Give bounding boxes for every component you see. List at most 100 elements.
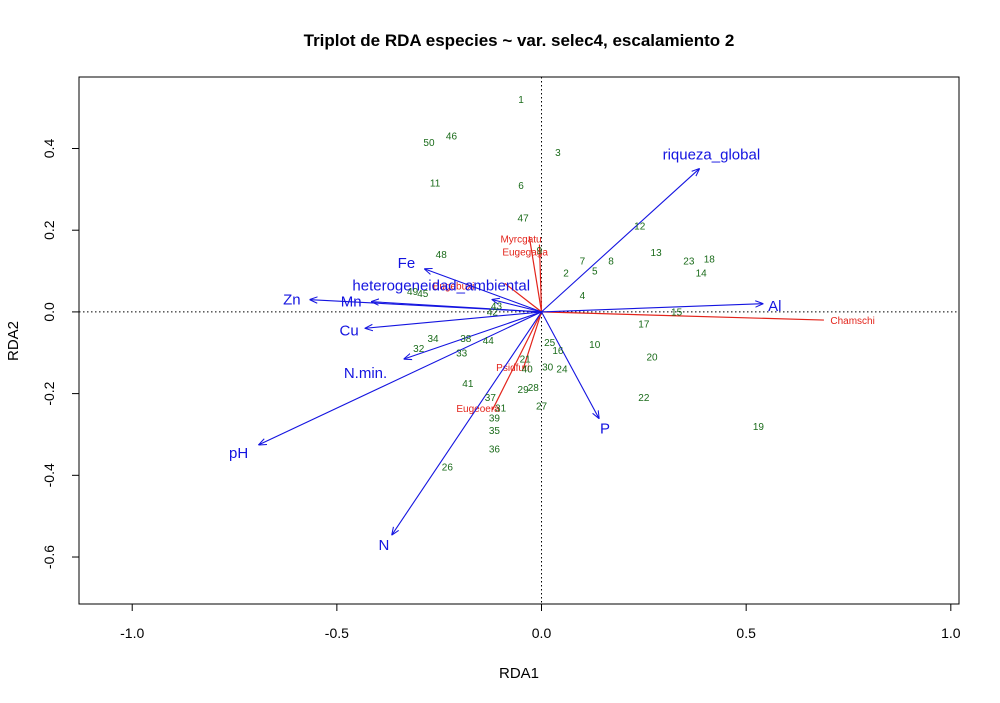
reference-lines [79,77,959,604]
y-tick-label: 0.4 [41,139,57,159]
species-label: Myrcgatu [500,234,541,245]
site-point: 34 [427,334,439,345]
environment-vector [372,302,542,313]
environment-label: Mn [341,294,362,311]
site-point: 11 [430,179,441,190]
site-point: 41 [462,379,474,390]
site-point: 44 [483,336,495,347]
x-axis-label: RDA1 [499,665,539,682]
environment-vector [425,269,542,313]
site-point: 43 [491,301,503,312]
site-point: 22 [638,393,650,404]
environment-vector [541,311,599,418]
environment-vector [492,300,542,313]
species-vector [504,282,542,313]
species-vector [491,311,543,411]
site-point: 15 [671,307,683,318]
site-point: 49 [407,287,419,298]
x-tick-label: -1.0 [120,625,144,641]
y-axis: -0.6 -0.4 -0.2 0.0 0.2 0.4 [41,139,80,569]
site-point: 32 [413,344,425,355]
site-point: 20 [646,352,658,363]
site-point: 37 [485,393,497,404]
environment-label: Zn [283,292,301,309]
x-tick-label: 0.5 [736,625,756,641]
site-point: 42 [487,307,499,318]
site-point: 46 [446,132,458,143]
x-axis: -1.0 -0.5 0.0 0.5 1.0 [120,603,961,641]
site-point: 21 [520,354,532,365]
species-vector [528,236,543,312]
site-point: 7 [580,256,586,267]
species-vectors: MyrcgatuEugegagaEugebuxiChamschiPsidfuri… [433,234,875,415]
site-point: 19 [753,422,765,433]
species-label: Chamschi [830,316,874,327]
site-point: 26 [442,463,454,474]
site-point: 33 [456,348,468,359]
environment-label: pH [229,445,248,462]
site-point: 25 [544,338,556,349]
plot-frame [78,76,960,605]
site-point: 39 [489,414,501,425]
species-label: Eugebuxi [433,281,475,292]
site-point: 3 [555,148,561,159]
environment-vector [259,311,542,445]
species-label: Eugegaga [502,247,548,258]
site-point: 35 [489,426,501,437]
site-point: 23 [683,256,695,267]
y-tick-label: 0.0 [41,302,57,322]
y-tick-label: -0.6 [41,545,57,569]
species-vector [522,311,543,370]
chart-title: Triplot de RDA especies ~ var. selec4, e… [304,31,735,50]
site-point: 9 [537,246,543,257]
species-vector [538,244,543,312]
site-point: 40 [522,365,534,376]
site-point: 47 [518,213,530,224]
environment-vector [404,311,542,359]
environment-label: riqueza_global [663,147,761,164]
site-point: 10 [589,340,601,351]
environment-vector [541,169,700,313]
site-point: 36 [489,444,501,455]
site-point: 50 [423,138,435,149]
site-point: 6 [518,181,524,192]
site-point: 31 [495,403,507,414]
environment-vectors: riqueza_global Al P NpH N.min. Cu Zn Mn Fe hetero… [229,147,781,554]
site-point: 13 [651,248,663,259]
x-tick-label: 1.0 [941,625,961,641]
environment-label: Cu [340,322,359,339]
y-tick-label: -0.4 [41,463,57,487]
site-point: 24 [556,365,568,376]
site-point: 1 [518,95,524,106]
site-point: 4 [580,291,586,302]
site-point: 8 [608,256,614,267]
site-point: 45 [417,289,429,300]
y-tick-label: 0.2 [41,220,57,240]
environment-vector [541,304,763,313]
environment-label: Al [768,298,781,315]
y-axis-label: RDA2 [5,321,22,361]
site-point: 27 [536,401,548,412]
environment-label: Fe [398,255,416,272]
site-point: 29 [518,385,530,396]
species-vector [541,311,824,321]
site-point: 30 [542,363,554,374]
environment-label: N.min. [344,365,387,382]
site-point: 38 [460,334,472,345]
site-point: 12 [634,222,646,233]
site-point: 18 [704,254,716,265]
site-point: 17 [638,320,650,331]
site-point: 48 [436,250,448,261]
environment-label: N [379,537,390,554]
site-point: 14 [696,269,708,280]
site-point: 16 [552,346,564,357]
species-label: Eugeoera [456,404,500,415]
environment-vector [392,311,542,535]
site-point: 5 [592,267,598,278]
environment-label: P [600,420,610,437]
x-tick-label: 0.0 [532,625,552,641]
y-tick-label: -0.2 [41,381,57,405]
environment-label: heterogeneidad_ambiental [352,277,530,294]
